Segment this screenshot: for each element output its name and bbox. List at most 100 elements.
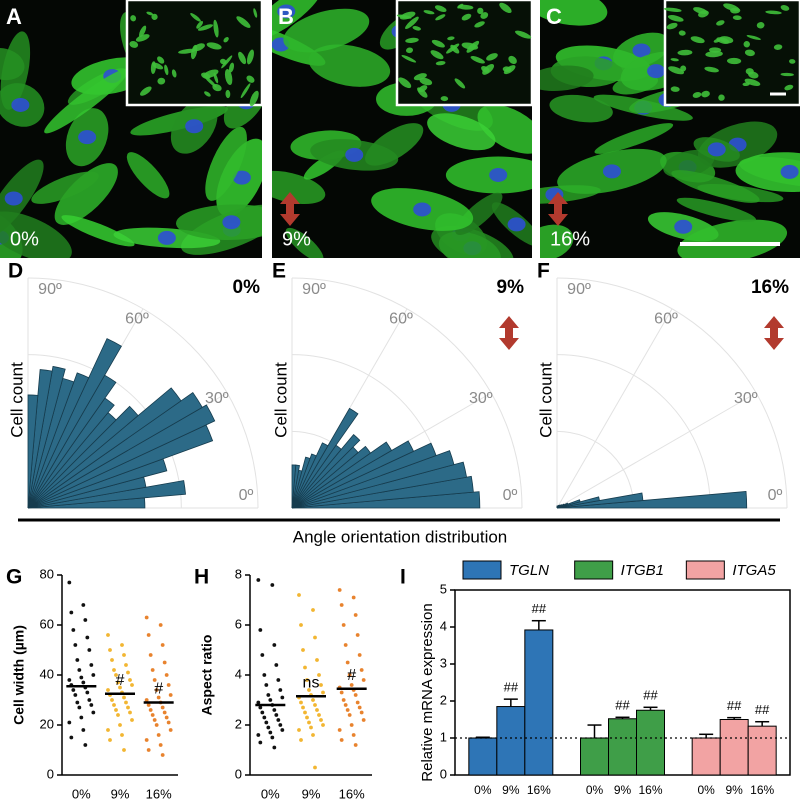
cell [676, 197, 756, 222]
chart-title: 0% [233, 277, 261, 298]
cell [31, 171, 99, 204]
inset-cell [461, 13, 472, 21]
legend-label: TGLN [509, 562, 549, 579]
dot [130, 718, 134, 722]
cell [285, 227, 324, 258]
inset-cell [220, 58, 227, 65]
dot [353, 613, 358, 617]
rose-wedge [27, 405, 139, 509]
inset-cell [225, 89, 231, 99]
x-tick-label: 9% [302, 786, 321, 801]
inset-cell [413, 73, 427, 81]
nucleus [707, 142, 726, 157]
dot [146, 633, 151, 637]
angle-label: 60º [125, 310, 149, 327]
y-tick-label: 20 [40, 716, 54, 731]
inset-cell [784, 84, 794, 91]
inset-cell [765, 10, 782, 15]
inset-cell [164, 64, 169, 76]
dot [341, 623, 346, 627]
polar-grid-arc [291, 277, 523, 509]
panel-label: C [546, 4, 562, 29]
cell [427, 113, 496, 151]
chart-title: 16% [751, 277, 789, 298]
dot [266, 693, 271, 697]
inset-cell [744, 49, 755, 57]
angle-label: 30º [734, 390, 758, 407]
dot [148, 708, 153, 712]
dot [110, 698, 114, 702]
y-tick-label: 1 [440, 729, 447, 744]
dot [67, 678, 72, 682]
dot [313, 703, 317, 707]
dot [67, 720, 72, 725]
dot [160, 643, 165, 647]
stretch-arrow [280, 192, 300, 226]
dot [349, 683, 354, 687]
rose-wedge [291, 445, 372, 509]
dot [349, 723, 354, 727]
inset-cell [240, 83, 251, 99]
inset-cell [197, 24, 214, 31]
inset-cell [705, 50, 723, 58]
micrograph [0, 0, 262, 258]
inset-cell [171, 69, 177, 78]
cell [0, 211, 72, 258]
dot [343, 643, 348, 647]
cell [308, 44, 391, 87]
inset-cell [430, 50, 444, 60]
cell [540, 0, 608, 26]
inset-cell [423, 10, 435, 15]
rose-wedge [27, 392, 203, 509]
dot [274, 663, 279, 667]
nucleus [277, 4, 296, 19]
inset-cell [780, 72, 794, 77]
dot [112, 703, 116, 707]
dot [154, 723, 159, 727]
nucleus [602, 164, 621, 179]
dot [166, 720, 171, 725]
inset-cell [447, 36, 455, 41]
dot [122, 748, 126, 752]
inset-cell [157, 56, 165, 64]
inset-cell [418, 85, 428, 93]
dot [118, 685, 122, 690]
dot [166, 683, 171, 687]
inset-cell [246, 75, 255, 83]
inset-cell [192, 43, 205, 52]
dot [321, 723, 325, 727]
dot [158, 743, 163, 747]
panel-label: I [400, 566, 406, 589]
nucleus [413, 202, 432, 217]
annotation: ## [532, 601, 547, 616]
dot [317, 713, 321, 717]
inset-cell [405, 37, 419, 43]
inset-cell [238, 51, 247, 65]
inset-cell [206, 42, 222, 50]
dot [258, 628, 263, 632]
inset-cell [130, 15, 137, 22]
dot [311, 608, 315, 612]
nucleus [674, 219, 693, 234]
dot [303, 665, 307, 670]
dot [120, 643, 124, 647]
bar [496, 706, 526, 776]
dot [351, 733, 356, 737]
cell [44, 68, 130, 134]
legend-swatch [685, 560, 725, 580]
dot [309, 725, 313, 730]
annotation: ## [615, 698, 630, 713]
dot [355, 633, 360, 637]
x-tick-label: 16% [750, 783, 774, 797]
cell [540, 65, 594, 92]
inset-cell [704, 66, 719, 73]
inset-cell [461, 42, 479, 50]
inset-cell [150, 61, 156, 74]
y-tick-label: 4 [235, 666, 242, 681]
dot [160, 705, 165, 710]
rose-wedge [291, 440, 415, 509]
angle-label: 0º [239, 487, 254, 504]
dot [150, 713, 155, 717]
dot [256, 578, 261, 582]
dot [144, 615, 149, 620]
